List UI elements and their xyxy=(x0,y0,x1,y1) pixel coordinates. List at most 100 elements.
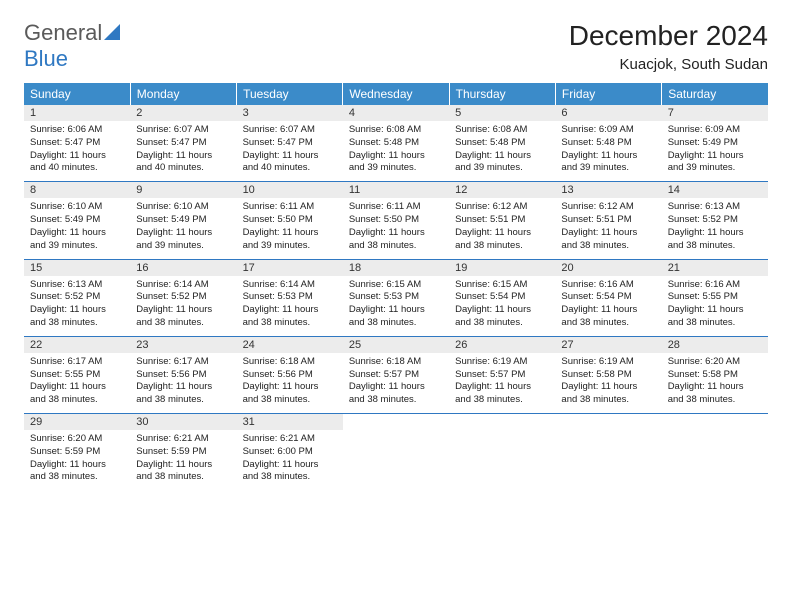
calendar-cell: 4Sunrise: 6:08 AMSunset: 5:48 PMDaylight… xyxy=(343,105,449,182)
day-details: Sunrise: 6:14 AMSunset: 5:52 PMDaylight:… xyxy=(130,276,236,336)
calendar-cell: 7Sunrise: 6:09 AMSunset: 5:49 PMDaylight… xyxy=(662,105,768,182)
sunset-text: Sunset: 5:49 PM xyxy=(136,214,230,227)
daylight-text: Daylight: 11 hours and 38 minutes. xyxy=(30,381,124,407)
sunset-text: Sunset: 5:59 PM xyxy=(30,446,124,459)
daylight-text: Daylight: 11 hours and 38 minutes. xyxy=(349,227,443,253)
sunset-text: Sunset: 5:55 PM xyxy=(30,369,124,382)
sunrise-text: Sunrise: 6:14 AM xyxy=(243,279,337,292)
sunset-text: Sunset: 5:48 PM xyxy=(455,137,549,150)
day-details: Sunrise: 6:19 AMSunset: 5:58 PMDaylight:… xyxy=(555,353,661,413)
daylight-text: Daylight: 11 hours and 38 minutes. xyxy=(668,381,762,407)
day-number: 7 xyxy=(662,105,768,121)
daylight-text: Daylight: 11 hours and 39 minutes. xyxy=(243,227,337,253)
sunset-text: Sunset: 5:47 PM xyxy=(243,137,337,150)
sunset-text: Sunset: 5:53 PM xyxy=(243,291,337,304)
sunrise-text: Sunrise: 6:20 AM xyxy=(668,356,762,369)
sunset-text: Sunset: 5:51 PM xyxy=(561,214,655,227)
sunrise-text: Sunrise: 6:13 AM xyxy=(30,279,124,292)
day-details: Sunrise: 6:16 AMSunset: 5:55 PMDaylight:… xyxy=(662,276,768,336)
sunrise-text: Sunrise: 6:17 AM xyxy=(136,356,230,369)
calendar-cell: 1Sunrise: 6:06 AMSunset: 5:47 PMDaylight… xyxy=(24,105,130,182)
day-number: 16 xyxy=(130,260,236,276)
sunrise-text: Sunrise: 6:18 AM xyxy=(243,356,337,369)
calendar-cell: 3Sunrise: 6:07 AMSunset: 5:47 PMDaylight… xyxy=(237,105,343,182)
sunrise-text: Sunrise: 6:08 AM xyxy=(455,124,549,137)
calendar-cell: 21Sunrise: 6:16 AMSunset: 5:55 PMDayligh… xyxy=(662,259,768,336)
sunrise-text: Sunrise: 6:15 AM xyxy=(455,279,549,292)
sunrise-text: Sunrise: 6:10 AM xyxy=(30,201,124,214)
daylight-text: Daylight: 11 hours and 38 minutes. xyxy=(455,227,549,253)
daylight-text: Daylight: 11 hours and 38 minutes. xyxy=(136,459,230,485)
month-title: December 2024 xyxy=(569,20,768,52)
daylight-text: Daylight: 11 hours and 40 minutes. xyxy=(136,150,230,176)
sunset-text: Sunset: 5:51 PM xyxy=(455,214,549,227)
sunrise-text: Sunrise: 6:16 AM xyxy=(561,279,655,292)
sunset-text: Sunset: 5:54 PM xyxy=(455,291,549,304)
day-details: Sunrise: 6:18 AMSunset: 5:56 PMDaylight:… xyxy=(237,353,343,413)
sunrise-text: Sunrise: 6:11 AM xyxy=(243,201,337,214)
sunrise-text: Sunrise: 6:07 AM xyxy=(243,124,337,137)
daylight-text: Daylight: 11 hours and 40 minutes. xyxy=(30,150,124,176)
sunrise-text: Sunrise: 6:13 AM xyxy=(668,201,762,214)
sunset-text: Sunset: 5:55 PM xyxy=(668,291,762,304)
calendar-cell: 29Sunrise: 6:20 AMSunset: 5:59 PMDayligh… xyxy=(24,414,130,491)
day-details: Sunrise: 6:13 AMSunset: 5:52 PMDaylight:… xyxy=(24,276,130,336)
day-details: Sunrise: 6:08 AMSunset: 5:48 PMDaylight:… xyxy=(343,121,449,181)
logo-word1: General xyxy=(24,20,102,45)
day-number: 22 xyxy=(24,337,130,353)
sunrise-text: Sunrise: 6:11 AM xyxy=(349,201,443,214)
day-number: 4 xyxy=(343,105,449,121)
calendar-cell: 31Sunrise: 6:21 AMSunset: 6:00 PMDayligh… xyxy=(237,414,343,491)
day-number: 19 xyxy=(449,260,555,276)
daylight-text: Daylight: 11 hours and 38 minutes. xyxy=(349,304,443,330)
calendar-cell: 5 Sunrise: 6:08 AMSunset: 5:48 PMDaylight… xyxy=(449,105,555,182)
logo-word2: Blue xyxy=(24,46,68,71)
col-sunday: Sunday xyxy=(24,83,130,105)
day-details: Sunrise: 6:06 AMSunset: 5:47 PMDaylight:… xyxy=(24,121,130,181)
day-number: 12 xyxy=(449,182,555,198)
sunset-text: Sunset: 5:58 PM xyxy=(668,369,762,382)
day-number: 5 xyxy=(449,105,555,121)
daylight-text: Daylight: 11 hours and 38 minutes. xyxy=(561,227,655,253)
col-friday: Friday xyxy=(555,83,661,105)
calendar-cell: 20Sunrise: 6:16 AMSunset: 5:54 PMDayligh… xyxy=(555,259,661,336)
sunset-text: Sunset: 5:59 PM xyxy=(136,446,230,459)
header: General Blue December 2024 Kuacjok, Sout… xyxy=(24,20,768,73)
sunset-text: Sunset: 5:47 PM xyxy=(30,137,124,150)
day-details: Sunrise: 6:13 AMSunset: 5:52 PMDaylight:… xyxy=(662,198,768,258)
sunset-text: Sunset: 5:54 PM xyxy=(561,291,655,304)
calendar-cell: 19Sunrise: 6:15 AMSunset: 5:54 PMDayligh… xyxy=(449,259,555,336)
day-number: 17 xyxy=(237,260,343,276)
calendar-cell: .... xyxy=(662,414,768,491)
day-number: 31 xyxy=(237,414,343,430)
logo: General Blue xyxy=(24,20,124,72)
calendar-cell: 23Sunrise: 6:17 AMSunset: 5:56 PMDayligh… xyxy=(130,336,236,413)
daylight-text: Daylight: 11 hours and 38 minutes. xyxy=(243,304,337,330)
day-details: Sunrise: 6:18 AMSunset: 5:57 PMDaylight:… xyxy=(343,353,449,413)
daylight-text: Daylight: 11 hours and 39 minutes. xyxy=(455,150,549,176)
sunset-text: Sunset: 5:56 PM xyxy=(243,369,337,382)
day-number: 10 xyxy=(237,182,343,198)
day-details: Sunrise: 6:15 AMSunset: 5:53 PMDaylight:… xyxy=(343,276,449,336)
sunset-text: Sunset: 5:49 PM xyxy=(668,137,762,150)
day-number: 13 xyxy=(555,182,661,198)
daylight-text: Daylight: 11 hours and 38 minutes. xyxy=(668,227,762,253)
day-details: Sunrise: 6:19 AMSunset: 5:57 PMDaylight:… xyxy=(449,353,555,413)
day-number: 29 xyxy=(24,414,130,430)
sunset-text: Sunset: 5:57 PM xyxy=(455,369,549,382)
sunset-text: Sunset: 5:49 PM xyxy=(30,214,124,227)
day-details: Sunrise: 6:11 AMSunset: 5:50 PMDaylight:… xyxy=(237,198,343,258)
day-header-row: Sunday Monday Tuesday Wednesday Thursday… xyxy=(24,83,768,105)
calendar-week: 8Sunrise: 6:10 AMSunset: 5:49 PMDaylight… xyxy=(24,182,768,259)
col-thursday: Thursday xyxy=(449,83,555,105)
calendar-table: Sunday Monday Tuesday Wednesday Thursday… xyxy=(24,83,768,490)
calendar-week: 29Sunrise: 6:20 AMSunset: 5:59 PMDayligh… xyxy=(24,414,768,491)
daylight-text: Daylight: 11 hours and 38 minutes. xyxy=(561,381,655,407)
daylight-text: Daylight: 11 hours and 38 minutes. xyxy=(668,304,762,330)
day-details: Sunrise: 6:16 AMSunset: 5:54 PMDaylight:… xyxy=(555,276,661,336)
calendar-cell: .... xyxy=(449,414,555,491)
day-number: 23 xyxy=(130,337,236,353)
calendar-cell: 27Sunrise: 6:19 AMSunset: 5:58 PMDayligh… xyxy=(555,336,661,413)
calendar-cell: 24Sunrise: 6:18 AMSunset: 5:56 PMDayligh… xyxy=(237,336,343,413)
title-block: December 2024 Kuacjok, South Sudan xyxy=(569,20,768,73)
